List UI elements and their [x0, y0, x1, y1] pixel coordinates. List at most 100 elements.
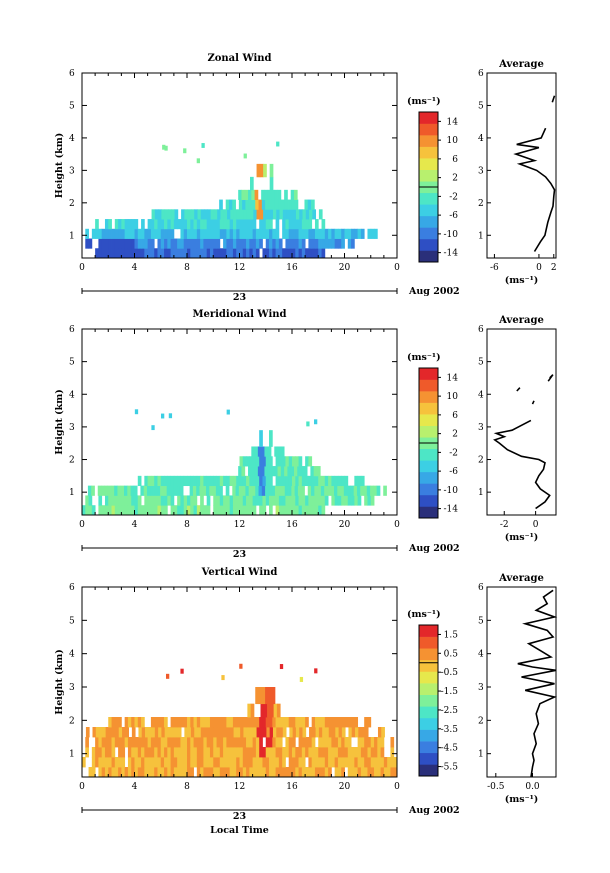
heatmap-cell — [206, 505, 211, 516]
heatmap-cell — [170, 747, 175, 758]
heatmap-cell — [265, 238, 270, 249]
heatmap-cell — [194, 209, 198, 220]
date-axis-suffix: Aug 2002 — [408, 805, 460, 816]
heatmap-cell — [131, 727, 136, 738]
average-y-tick-label: 1 — [478, 488, 484, 498]
heatmap-cell — [120, 485, 125, 496]
heatmap-cell — [274, 485, 279, 496]
heatmap-cell — [308, 747, 313, 758]
y-tick-label: 4 — [69, 134, 75, 144]
heatmap-cell — [360, 757, 365, 768]
heatmap-cell — [170, 505, 175, 516]
heatmap-cell — [229, 717, 234, 728]
heatmap-cell — [216, 717, 221, 728]
heatmap-cell — [370, 757, 375, 768]
heatmap-cell — [292, 505, 296, 516]
heatmap-cell — [334, 767, 339, 778]
heatmap-cell — [141, 505, 145, 516]
heatmap-cell — [236, 505, 240, 516]
heatmap-cell — [121, 757, 126, 768]
heatmap-cell — [315, 727, 320, 738]
heatmap-cell — [223, 757, 227, 768]
average-x-tick-label: 0 — [536, 263, 542, 273]
heatmap-cell — [236, 219, 240, 230]
heatmap-cell — [367, 228, 372, 239]
heatmap-cell — [232, 219, 237, 230]
average-y-tick-label: 1 — [478, 231, 484, 241]
heatmap-cell — [200, 757, 204, 768]
heatmap-cell — [200, 495, 204, 506]
heatmap-cell — [154, 219, 158, 230]
heatmap-cell — [137, 248, 142, 259]
heatmap-cell — [252, 248, 257, 259]
heatmap-cell — [213, 727, 218, 738]
heatmap-cell — [324, 747, 329, 758]
heatmap-cell — [278, 747, 283, 758]
heatmap-cell — [249, 219, 254, 230]
heatmap-cell — [292, 747, 296, 758]
heatmap-cell — [242, 199, 246, 210]
heatmap-cell — [274, 199, 279, 210]
heatmap-cell — [249, 747, 254, 758]
heatmap-cell — [203, 717, 208, 728]
heatmap-cell — [131, 495, 135, 506]
heatmap-cell — [209, 757, 214, 768]
heatmap-cell — [334, 475, 339, 487]
colorbar-tick-label: 1.5 — [444, 630, 459, 640]
heatmap-cell — [229, 757, 234, 768]
heatmap-cell — [269, 767, 273, 778]
heatmap-cell — [334, 757, 339, 768]
y-tick-label: 5 — [69, 358, 75, 368]
heatmap-cell — [88, 767, 93, 778]
heatmap-cell — [341, 495, 345, 506]
heatmap-cell — [213, 219, 217, 230]
heatmap-cell — [298, 238, 303, 249]
heatmap-cell — [285, 767, 290, 778]
heatmap-cell — [235, 485, 240, 496]
heatmap-cell — [241, 466, 246, 477]
heatmap-cell — [264, 446, 269, 457]
heatmap-cell — [101, 485, 105, 496]
heatmap-cell — [292, 495, 296, 506]
heatmap-cell — [252, 737, 257, 748]
heatmap-cell — [246, 248, 250, 259]
heatmap-cell — [213, 209, 218, 220]
heatmap-cell — [170, 757, 175, 768]
heatmap-cell — [341, 238, 345, 249]
heatmap-cell — [347, 747, 352, 758]
heatmap-cell — [374, 228, 378, 239]
heatmap-cell — [177, 495, 181, 506]
heatmap-cell — [269, 238, 273, 249]
heatmap-cell — [226, 505, 231, 516]
x-axis-label: Local Time — [210, 825, 269, 836]
heatmap-cell — [150, 248, 155, 259]
heatmap-cell — [393, 757, 398, 768]
heatmap-cell — [246, 209, 251, 220]
heatmap-cell — [328, 757, 332, 768]
heatmap-cell — [261, 199, 266, 210]
heatmap-cell — [194, 727, 198, 738]
heatmap-cell — [256, 209, 261, 220]
heatmap-cell — [285, 456, 290, 467]
heatmap-cell — [311, 717, 316, 728]
heatmap-cell — [242, 475, 247, 487]
y-tick-label: 1 — [69, 488, 75, 498]
colorbar-tick-label: -10 — [444, 486, 459, 496]
heatmap-cell — [312, 209, 317, 220]
heatmap-cell — [340, 485, 345, 496]
heatmap-cell — [177, 757, 181, 768]
y-tick-label: 6 — [69, 69, 75, 79]
colorbar-tick-label: -4.5 — [441, 744, 459, 754]
heatmap-cell — [147, 248, 152, 259]
heatmap-cell — [335, 727, 339, 738]
heatmap-cell — [328, 727, 333, 738]
heatmap-cell — [341, 228, 345, 239]
heatmap-cell — [265, 485, 269, 496]
heatmap-cell — [193, 747, 198, 758]
heatmap-cell — [278, 767, 283, 778]
heatmap-cell — [154, 747, 158, 758]
heatmap-cell — [255, 717, 260, 728]
heatmap-cell — [292, 228, 296, 239]
average-profile-line — [493, 419, 551, 510]
colorbar-swatch — [419, 135, 438, 147]
